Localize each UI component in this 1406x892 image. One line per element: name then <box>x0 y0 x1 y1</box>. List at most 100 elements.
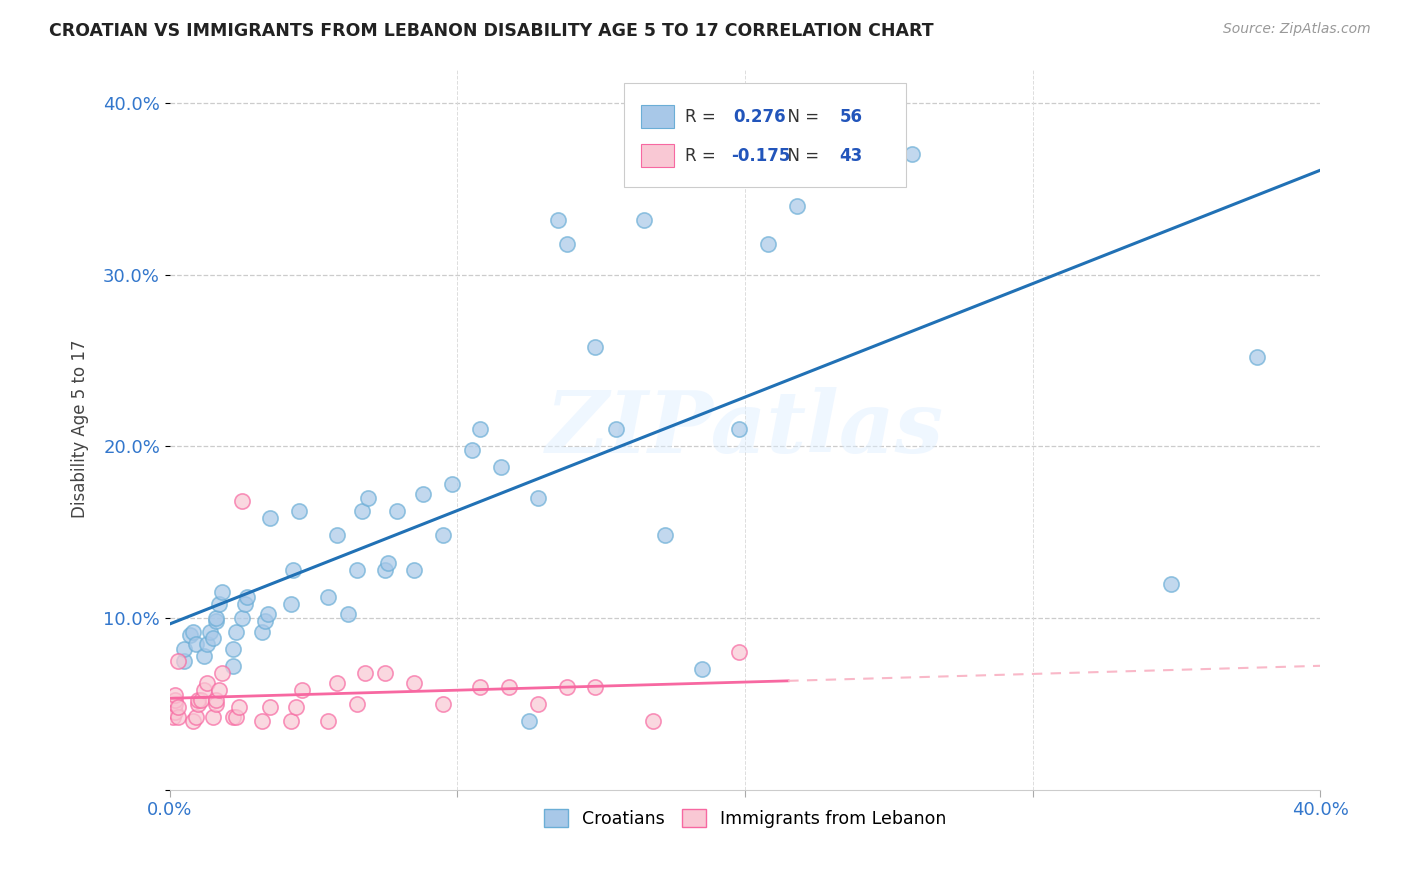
Point <box>207 683 229 698</box>
Point <box>346 563 368 577</box>
Point <box>233 597 256 611</box>
Point <box>181 714 204 728</box>
Text: Source: ZipAtlas.com: Source: ZipAtlas.com <box>1223 22 1371 37</box>
Text: -0.175: -0.175 <box>731 147 790 165</box>
Point <box>585 680 607 694</box>
Point <box>280 714 302 728</box>
Point <box>250 714 273 728</box>
Point <box>404 676 426 690</box>
Point <box>165 697 187 711</box>
Point <box>193 648 215 663</box>
Point <box>280 597 302 611</box>
Point <box>225 624 247 639</box>
Point <box>352 504 374 518</box>
Point <box>527 697 550 711</box>
Point <box>187 693 209 707</box>
Point <box>187 697 209 711</box>
Point <box>207 597 229 611</box>
Point <box>756 236 779 251</box>
Point <box>253 615 276 629</box>
Point <box>517 714 540 728</box>
Text: N =: N = <box>778 108 825 126</box>
Point <box>259 511 281 525</box>
Point <box>316 714 339 728</box>
Point <box>228 700 250 714</box>
Point <box>440 477 463 491</box>
Point <box>778 151 800 165</box>
FancyBboxPatch shape <box>641 105 673 128</box>
Point <box>184 710 207 724</box>
Point <box>585 340 607 354</box>
Point <box>357 491 380 505</box>
Point <box>654 528 676 542</box>
Point <box>195 676 218 690</box>
Point <box>527 491 550 505</box>
Legend: Croatians, Immigrants from Lebanon: Croatians, Immigrants from Lebanon <box>537 802 953 835</box>
Point <box>633 212 655 227</box>
Point <box>211 585 233 599</box>
Point <box>404 563 426 577</box>
Point <box>201 710 224 724</box>
Point <box>1160 576 1182 591</box>
Point <box>547 212 569 227</box>
Point <box>283 563 305 577</box>
Point <box>165 706 187 720</box>
Point <box>489 459 512 474</box>
Point <box>204 611 226 625</box>
Point <box>198 624 221 639</box>
Point <box>165 693 187 707</box>
Point <box>179 628 201 642</box>
Point <box>173 641 195 656</box>
Point <box>346 697 368 711</box>
Point <box>195 637 218 651</box>
Point <box>288 504 311 518</box>
Point <box>291 683 314 698</box>
Point <box>470 422 492 436</box>
Point <box>901 147 924 161</box>
Point <box>167 700 190 714</box>
Point <box>337 607 360 622</box>
Point <box>165 688 187 702</box>
Point <box>193 683 215 698</box>
Point <box>728 645 751 659</box>
Point <box>184 637 207 651</box>
Point <box>211 665 233 680</box>
Point <box>461 442 484 457</box>
Point <box>432 697 454 711</box>
Point <box>259 700 281 714</box>
Point <box>167 710 190 724</box>
Point <box>354 665 377 680</box>
Point <box>316 591 339 605</box>
Point <box>374 665 396 680</box>
Point <box>190 693 212 707</box>
Point <box>605 422 627 436</box>
Text: ZIPatlas: ZIPatlas <box>546 387 943 471</box>
Point <box>786 199 808 213</box>
Point <box>385 504 408 518</box>
Point <box>728 422 751 436</box>
Point <box>222 641 245 656</box>
Point <box>690 662 713 676</box>
Point <box>231 611 253 625</box>
Text: R =: R = <box>685 147 721 165</box>
Point <box>231 494 253 508</box>
Point <box>181 624 204 639</box>
Point <box>222 710 245 724</box>
Point <box>325 528 347 542</box>
Point <box>256 607 278 622</box>
Text: R =: R = <box>685 108 721 126</box>
Point <box>555 236 578 251</box>
Point <box>285 700 308 714</box>
Point <box>173 654 195 668</box>
Point <box>222 659 245 673</box>
Point <box>225 710 247 724</box>
Point <box>167 654 190 668</box>
Text: N =: N = <box>778 147 825 165</box>
FancyBboxPatch shape <box>624 83 905 187</box>
Point <box>204 693 226 707</box>
Point <box>204 615 226 629</box>
Point <box>432 528 454 542</box>
Text: CROATIAN VS IMMIGRANTS FROM LEBANON DISABILITY AGE 5 TO 17 CORRELATION CHART: CROATIAN VS IMMIGRANTS FROM LEBANON DISA… <box>49 22 934 40</box>
FancyBboxPatch shape <box>641 145 673 168</box>
Point <box>374 563 396 577</box>
